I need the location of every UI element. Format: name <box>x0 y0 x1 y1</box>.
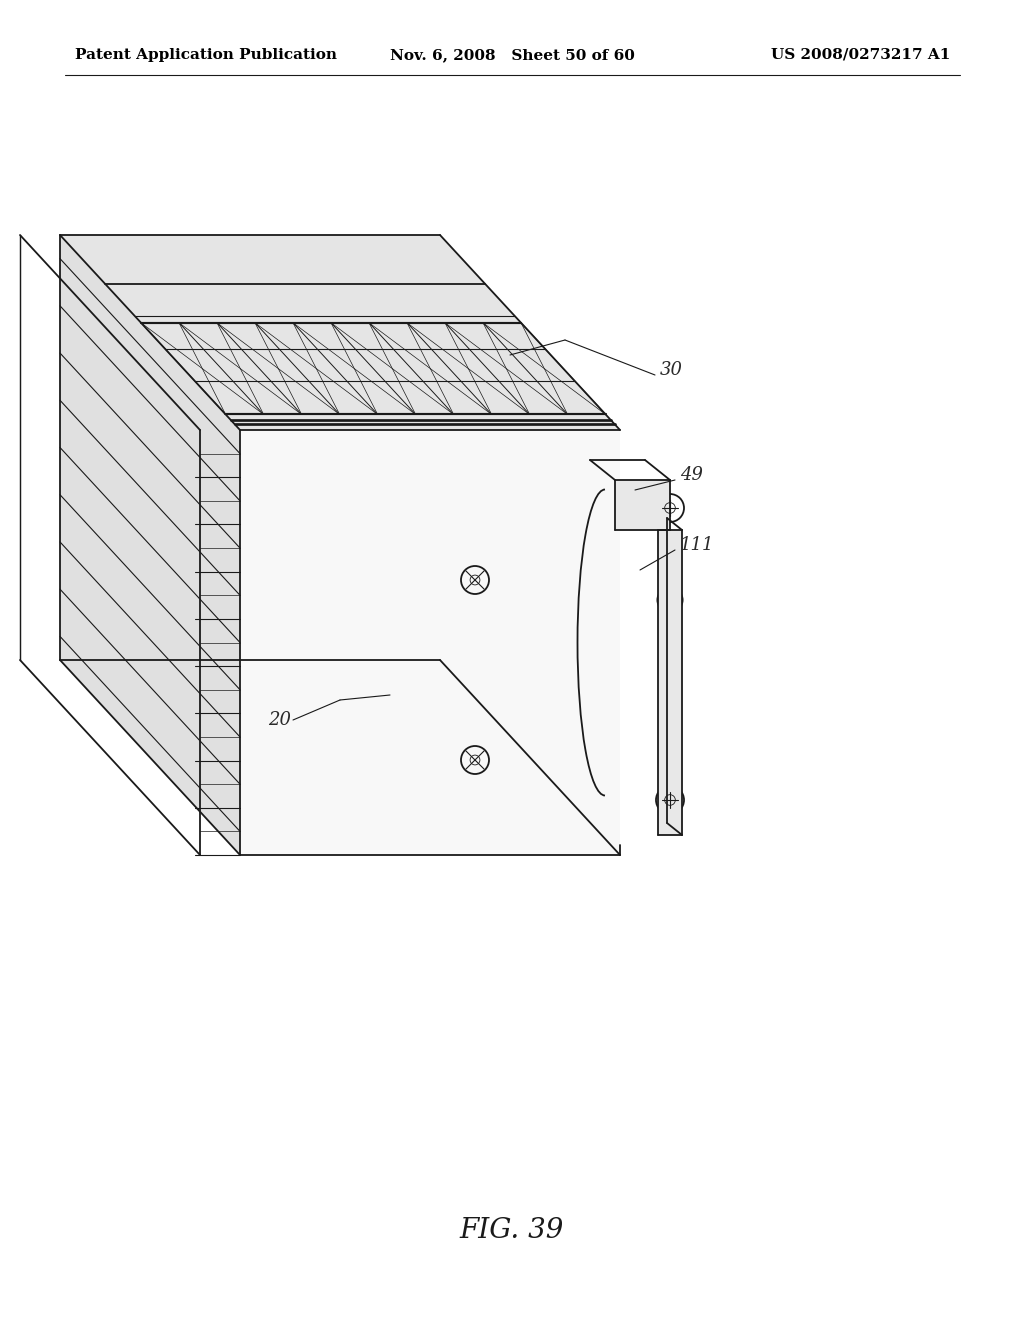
Polygon shape <box>60 235 240 855</box>
Polygon shape <box>240 430 620 855</box>
Text: 30: 30 <box>660 360 683 379</box>
Polygon shape <box>60 235 620 430</box>
Text: 20: 20 <box>268 711 291 729</box>
Text: 49: 49 <box>680 466 703 484</box>
Polygon shape <box>615 480 670 531</box>
Text: 111: 111 <box>680 536 715 554</box>
Text: US 2008/0273217 A1: US 2008/0273217 A1 <box>771 48 950 62</box>
Text: FIG. 39: FIG. 39 <box>460 1217 564 1243</box>
Text: Patent Application Publication: Patent Application Publication <box>75 48 337 62</box>
Text: Nov. 6, 2008   Sheet 50 of 60: Nov. 6, 2008 Sheet 50 of 60 <box>389 48 635 62</box>
Polygon shape <box>658 531 682 836</box>
